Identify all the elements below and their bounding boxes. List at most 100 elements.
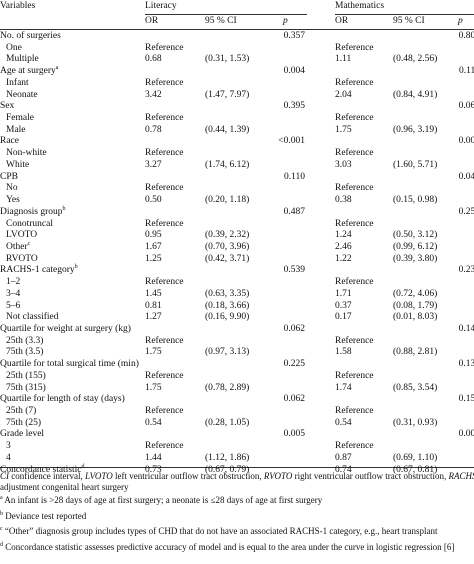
math-or: 0.17 <box>335 312 352 323</box>
header-p: p <box>458 16 463 26</box>
level-label: 1–2 <box>6 277 21 288</box>
math-or: 2.46 <box>335 241 352 252</box>
level-label: 3 <box>6 441 11 452</box>
math-or: Reference <box>335 370 374 381</box>
math-ci: (0.67, 0.81) <box>393 464 438 475</box>
literacy-ci: (0.39, 2.32) <box>205 230 250 241</box>
math-or: 0.87 <box>335 452 352 463</box>
math-ci: (1.60, 5.71) <box>393 159 438 170</box>
math-or: 1.24 <box>335 230 352 241</box>
math-or: Reference <box>335 218 374 229</box>
level-label: 75th (3.5) <box>6 347 44 358</box>
math-p: 0.250 <box>458 206 474 217</box>
level-label: RVOTO <box>6 253 38 264</box>
level-label: LVOTO <box>6 230 38 241</box>
literacy-p: 0.487 <box>283 206 305 217</box>
math-or: Reference <box>335 406 374 417</box>
level-label: No <box>6 183 18 194</box>
variable-label: CPB <box>0 171 18 182</box>
literacy-or: 0.50 <box>145 195 162 206</box>
literacy-or: 0.73 <box>145 464 162 475</box>
literacy-p: 0.225 <box>283 359 305 370</box>
literacy-p: 0.395 <box>283 101 305 112</box>
literacy-ci: (0.70, 3.96) <box>205 241 250 252</box>
literacy-or: 0.95 <box>145 230 162 241</box>
literacy-or: Reference <box>145 148 184 159</box>
level-label: Male <box>6 124 26 135</box>
footnote-text: Deviance test reported <box>3 510 87 521</box>
literacy-ci: (0.78, 2.89) <box>205 382 250 393</box>
variable-label: Sex <box>0 101 15 112</box>
literacy-or: 0.78 <box>145 124 162 135</box>
literacy-or: 1.44 <box>145 452 162 463</box>
level-label: Infant <box>6 77 29 88</box>
header-p: p <box>283 16 288 26</box>
math-or: Reference <box>335 77 374 88</box>
math-or: 1.11 <box>335 54 352 65</box>
literacy-ci: (0.63, 3.35) <box>205 288 250 299</box>
footnote: c “Other” diagnosis group includes types… <box>0 526 474 537</box>
level-label: Otherc <box>6 240 31 252</box>
header-variables: Variables <box>0 1 36 11</box>
literacy-p: 0.357 <box>283 31 305 41</box>
math-ci: (0.99, 6.12) <box>393 241 438 252</box>
literacy-ci: (0.20, 1.18) <box>205 195 250 206</box>
header-or: OR <box>145 16 159 26</box>
math-or: 3.03 <box>335 159 352 170</box>
literacy-or: Reference <box>145 335 184 346</box>
footnote-mark: d <box>0 541 3 548</box>
literacy-p: 0.004 <box>283 66 305 77</box>
literacy-or: 0.81 <box>145 300 162 311</box>
level-label: Not classified <box>6 312 59 323</box>
math-p: 0.066 <box>458 101 474 112</box>
variable-label: Grade level <box>0 429 45 440</box>
literacy-ci: (0.44, 1.39) <box>205 124 250 135</box>
footnote-text: Concordance statistic assesses predictiv… <box>3 541 455 552</box>
literacy-or: 0.68 <box>145 54 162 65</box>
math-ci: (0.96, 3.19) <box>393 124 438 135</box>
math-p: 0.113 <box>458 66 474 77</box>
literacy-or: 3.27 <box>145 159 162 170</box>
literacy-or: 1.25 <box>145 253 162 264</box>
variable-label: Age at surgerya <box>0 65 59 77</box>
math-ci: (0.31, 0.93) <box>393 417 438 428</box>
literacy-ci: (0.28, 1.05) <box>205 417 250 428</box>
variable-label: Race <box>0 136 19 147</box>
math-or: Reference <box>335 148 374 159</box>
math-or: 0.38 <box>335 195 352 206</box>
literacy-ci: (0.18, 3.66) <box>205 300 250 311</box>
math-or: 2.04 <box>335 89 352 100</box>
footnote-mark: a <box>55 65 59 72</box>
variable-label: Concordance statisticd <box>0 463 85 475</box>
level-label: 3–4 <box>6 288 21 299</box>
math-or: 0.37 <box>335 300 352 311</box>
footnote-abbrev: CI confidence interval, LVOTO left ventr… <box>0 471 474 492</box>
literacy-or: 1.67 <box>145 241 162 252</box>
math-ci: (0.84, 4.91) <box>393 89 438 100</box>
math-p: 0.046 <box>458 171 474 182</box>
math-p: 0.156 <box>458 394 474 405</box>
variable-label: Quartile for total surgical time (min) <box>0 359 139 370</box>
footnote: d Concordance statistic assesses predict… <box>0 542 474 553</box>
math-or: 1.58 <box>335 347 352 358</box>
footnote: b Deviance test reported <box>0 511 474 522</box>
footnote-mark: c <box>0 526 3 532</box>
literacy-ci: (0.67, 0.79) <box>205 464 250 475</box>
math-p: 0.130 <box>458 359 474 370</box>
math-ci: (0.39, 3.80) <box>393 253 438 264</box>
math-ci: (0.50, 3.12) <box>393 230 438 241</box>
math-or: 1.71 <box>335 288 352 299</box>
math-p: 0.803 <box>458 31 474 41</box>
header-ci: 95 % CI <box>205 16 237 26</box>
literacy-or: Reference <box>145 113 184 124</box>
variable-label: No. of surgeries <box>0 31 61 41</box>
literacy-p: 0.110 <box>283 171 305 182</box>
footnote-mark: a <box>0 495 3 501</box>
footnote-text: “Other” diagnosis group includes types o… <box>2 526 438 536</box>
math-ci: (0.85, 3.54) <box>393 382 438 393</box>
math-ci: (0.08, 1.79) <box>393 300 438 311</box>
literacy-or: 3.42 <box>145 89 162 100</box>
literacy-p: 0.062 <box>283 394 305 405</box>
math-ci: (0.69, 1.10) <box>393 452 438 463</box>
